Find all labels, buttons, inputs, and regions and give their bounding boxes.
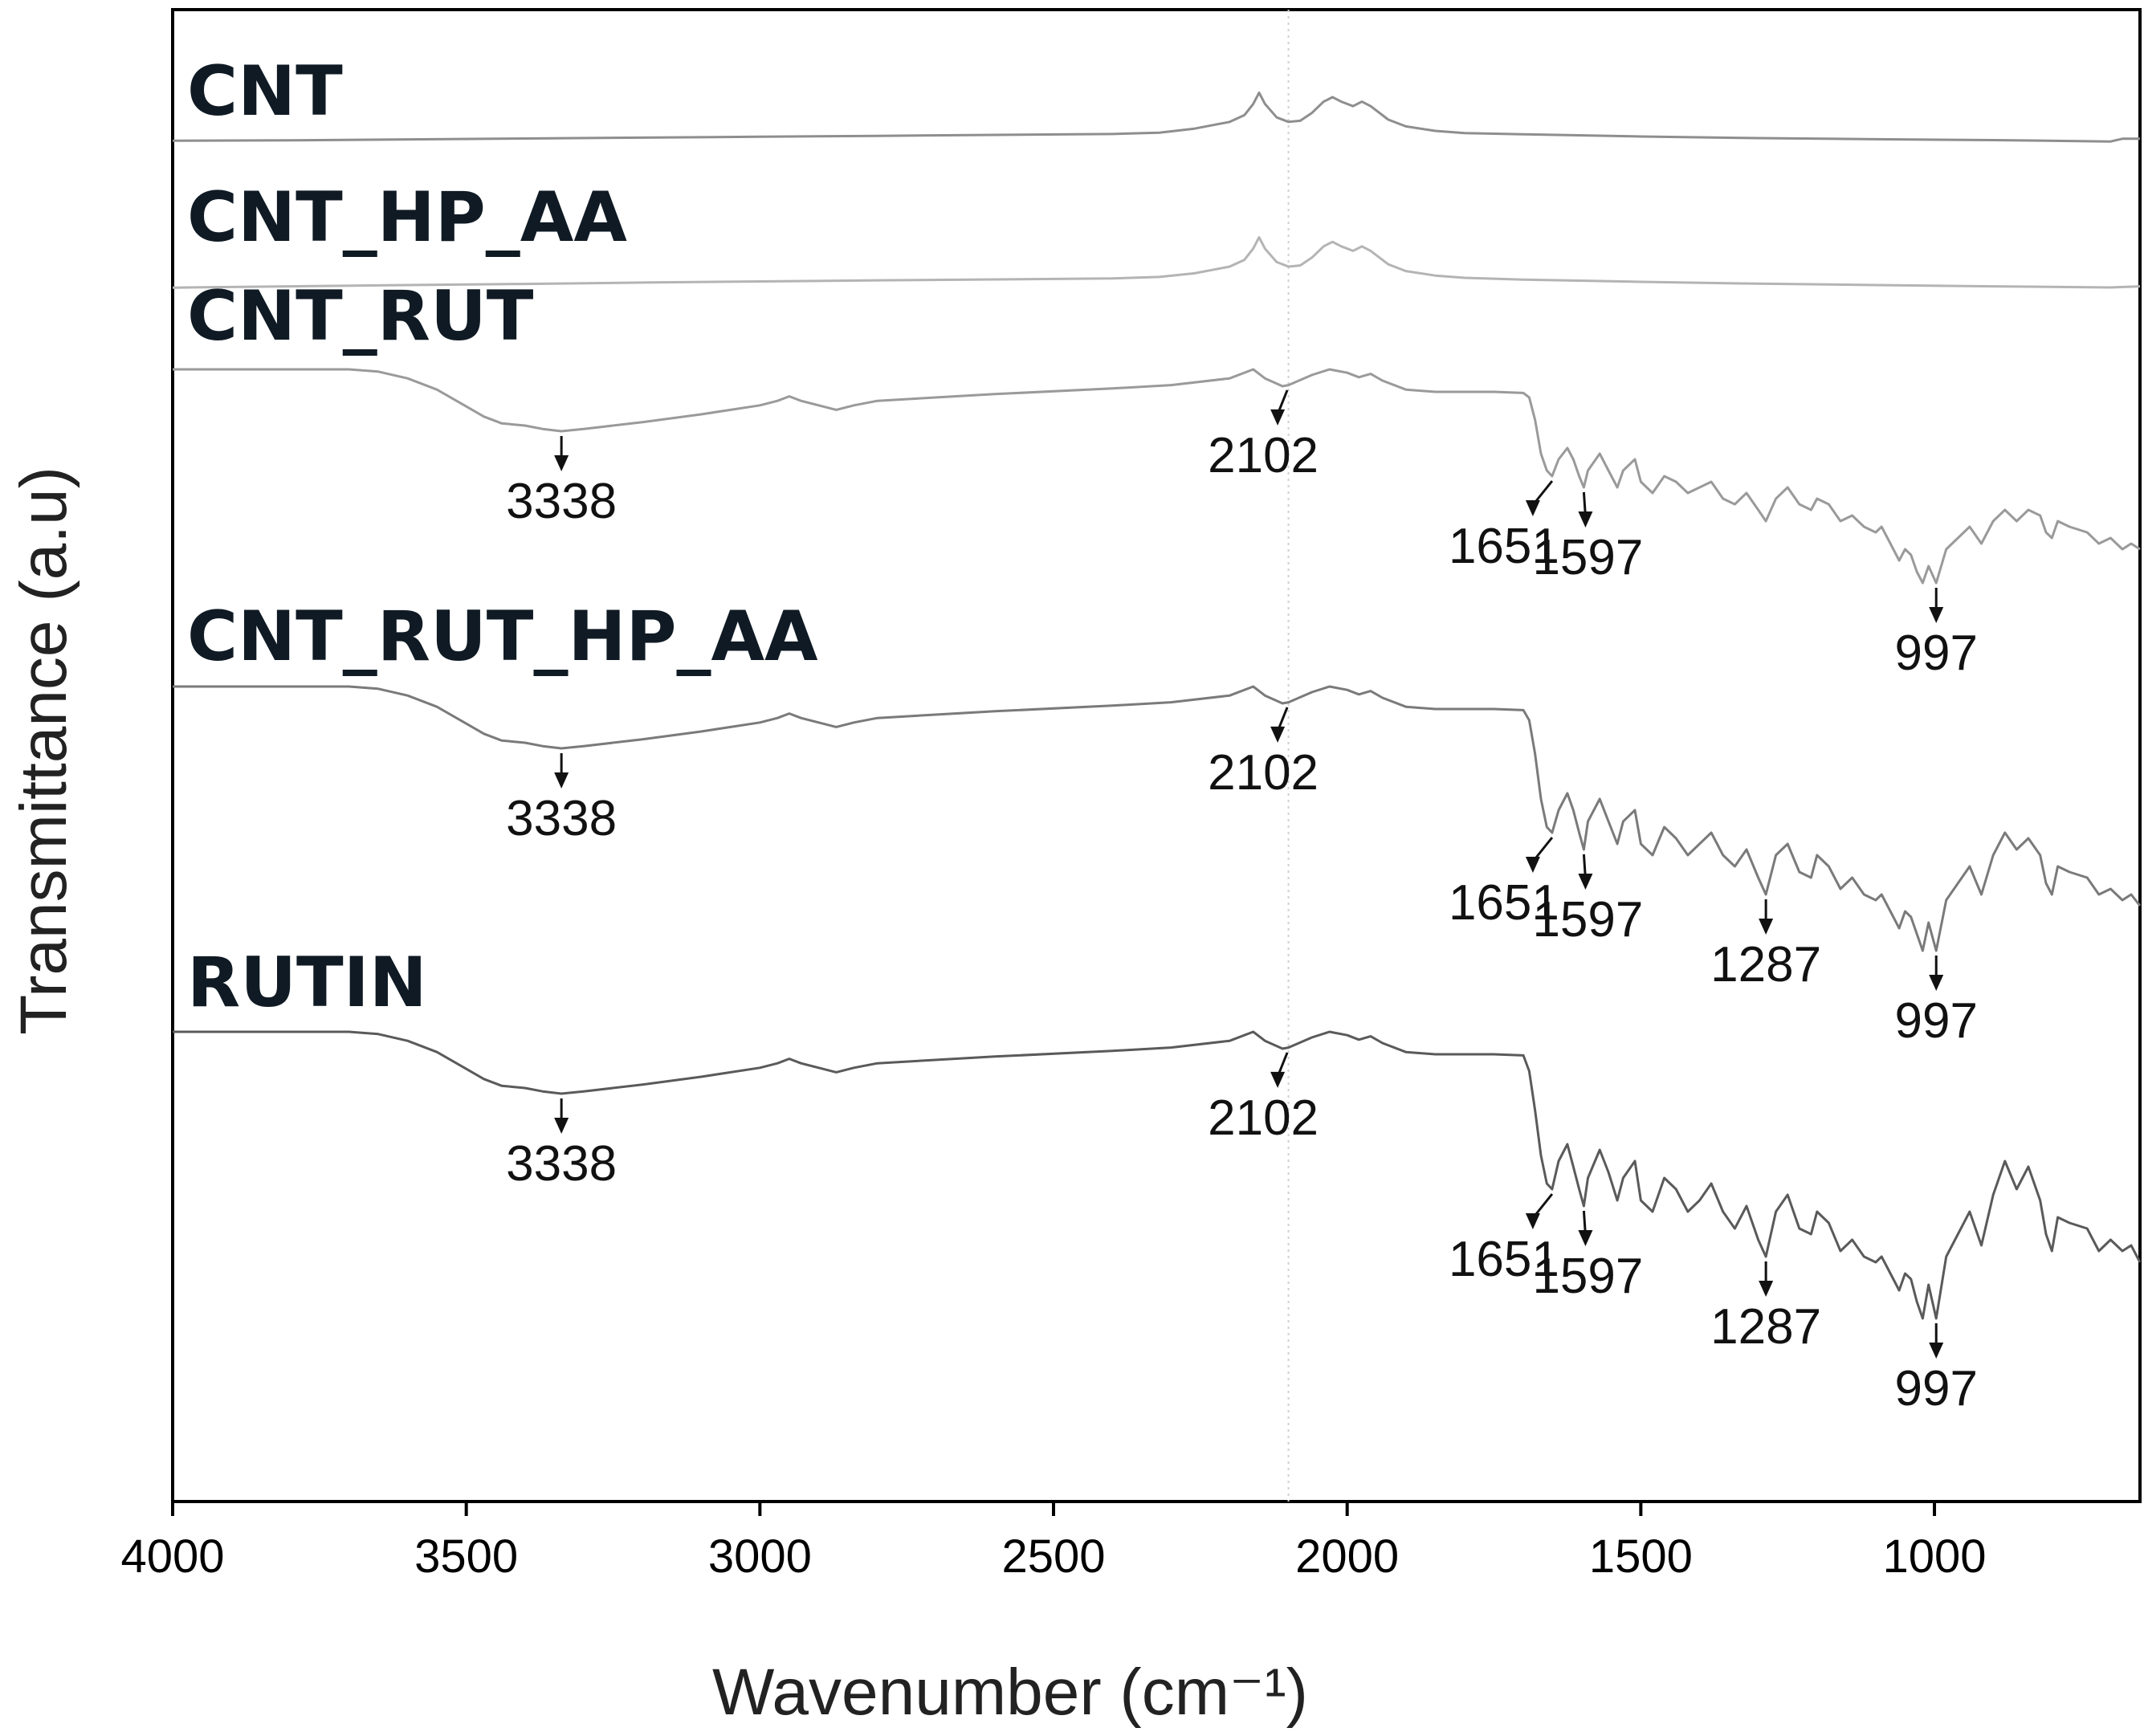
- annotation-cnt-rut-hp-aa-997-arrowhead: [1929, 975, 1944, 991]
- x-axis-title: Wavenumber (cm⁻¹): [712, 1656, 1308, 1729]
- annotation-rutin-1287-arrowhead: [1759, 1281, 1774, 1297]
- annotation-cnt-rut-997-label: 997: [1894, 626, 1977, 681]
- annotation-cnt-rut-hp-aa-1287-label: 1287: [1710, 937, 1821, 992]
- series-line-cnt: [172, 91, 2140, 143]
- axis-layer: 4000 3500 3000 2500 2000 1500 1000: [120, 1502, 1987, 1583]
- x-tick-label-4000: 4000: [120, 1530, 224, 1583]
- annotation-cnt-rut-3338-label: 3338: [506, 474, 617, 529]
- annotation-cnt-rut-hp-aa-997-label: 997: [1894, 993, 1977, 1049]
- annotation-cnt-rut-3338-arrowhead: [554, 455, 569, 471]
- plot-frame: [171, 8, 2142, 1503]
- annotation-cnt-rut-hp-aa-1597-label: 1597: [1532, 892, 1643, 947]
- annotation-cnt-rut-hp-aa-3338-label: 3338: [506, 791, 617, 846]
- series-label-rutin: RUTIN: [187, 943, 427, 1023]
- series-line-cnt-rut: [173, 368, 2141, 585]
- x-tick-label-1500: 1500: [1589, 1530, 1693, 1583]
- plot-area: [171, 8, 2142, 1503]
- annotation-rutin-997-label: 997: [1894, 1361, 1977, 1416]
- annotation-rutin-2102-arrowhead: [1270, 1071, 1286, 1088]
- annotation-rutin-1597-label: 1597: [1532, 1249, 1643, 1304]
- annotation-cnt-rut-1651-arrowhead: [1525, 500, 1540, 516]
- x-tick-label-2500: 2500: [1001, 1530, 1105, 1583]
- annotation-cnt-rut-hp-aa-3338-arrowhead: [554, 772, 569, 789]
- x-tick-label-3500: 3500: [414, 1530, 518, 1583]
- annotation-rutin-1651-arrowhead: [1525, 1213, 1540, 1229]
- annotation-cnt-rut-hp-aa-1651-arrowhead: [1525, 857, 1540, 873]
- series-line-cnt-rut-hp-aa: [173, 685, 2142, 952]
- x-tick-label-2000: 2000: [1295, 1530, 1399, 1583]
- series-label-cnt: CNT: [187, 51, 343, 132]
- annotation-cnt-rut-hp-aa-1287-arrowhead: [1759, 919, 1774, 935]
- series-line-cnt-hp-aa: [172, 236, 2141, 289]
- annotation-rutin-1651-label: 1651: [1449, 1232, 1559, 1287]
- x-tick-label-3000: 3000: [708, 1530, 812, 1583]
- annotation-cnt-rut-hp-aa-1597-arrowhead: [1578, 874, 1593, 890]
- annotation-rutin-997-arrowhead: [1929, 1343, 1944, 1359]
- annotation-rutin-3338-label: 3338: [506, 1136, 617, 1192]
- series-label-cnt-hp-aa: CNT_HP_AA: [187, 177, 627, 258]
- annotation-cnt-rut-1651-label: 1651: [1449, 519, 1559, 574]
- series-line-rutin: [173, 1030, 2142, 1320]
- annotation-cnt-rut-997-arrowhead: [1929, 607, 1944, 623]
- annotation-cnt-rut-2102-label: 2102: [1208, 428, 1319, 483]
- y-axis-title: Transmittance (a.u): [7, 467, 80, 1035]
- annotation-rutin-3338-arrowhead: [554, 1118, 569, 1134]
- series-label-cnt-rut: CNT_RUT: [187, 276, 534, 357]
- series-label-cnt-rut-hp-aa: CNT_RUT_HP_AA: [187, 597, 818, 677]
- x-tick-label-1000: 1000: [1883, 1530, 1987, 1583]
- annotation-cnt-rut-1597-arrowhead: [1578, 511, 1593, 528]
- annotation-rutin-1287-label: 1287: [1710, 1299, 1821, 1355]
- annotation-cnt-rut-hp-aa-2102-label: 2102: [1208, 745, 1319, 801]
- annotation-cnt-rut-2102-arrowhead: [1270, 409, 1286, 426]
- annotation-cnt-rut-hp-aa-1651-label: 1651: [1449, 875, 1559, 931]
- annotation-cnt-rut-1597-label: 1597: [1532, 530, 1643, 585]
- annotation-layer: 3338210216511597997333821021651159712879…: [506, 389, 1978, 1416]
- series-layer: CNT CNT_HP_AA CNT_RUT CNT_RUT_HP_AA RUTIN: [172, 51, 2142, 1320]
- annotation-cnt-rut-hp-aa-2102-arrowhead: [1270, 726, 1286, 743]
- annotation-rutin-2102-label: 2102: [1208, 1090, 1319, 1146]
- annotation-rutin-1597-arrowhead: [1578, 1230, 1593, 1246]
